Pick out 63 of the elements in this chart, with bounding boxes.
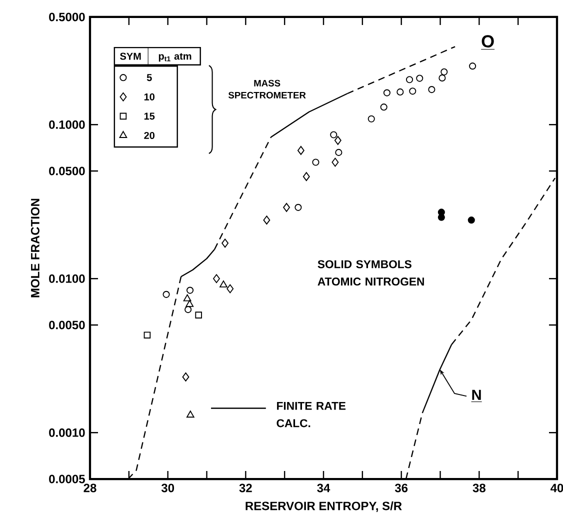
point [409,88,416,95]
x-tick-label: 32 [239,484,252,492]
point [226,284,234,294]
y-tick-label: 0.0100 [49,274,85,283]
point [383,89,390,96]
x-tick-label: 34 [317,484,330,492]
legend-label: 20 [144,132,154,140]
point [396,88,404,96]
point [184,306,192,314]
point [183,294,192,302]
y-tick-label: 0.0005 [49,474,85,484]
annotation: FINITE RATE CALC. [276,402,346,428]
y-axis-title: MOLE FRACTION [30,198,40,298]
point [332,158,339,167]
x-tick-label: 36 [394,484,408,492]
point [416,74,424,82]
point [380,104,388,111]
point [335,148,342,156]
point [297,146,304,155]
point [144,332,151,338]
point [283,202,290,212]
point [162,290,170,298]
point [438,214,445,221]
legend-label: 10 [144,93,154,100]
y-tick-label: 0.0500 [49,166,85,176]
point [222,238,229,248]
x-tick-label: 28 [84,484,96,492]
legend-title: p$_{t1}$ atm [158,53,192,62]
point [182,372,190,382]
annotation: SOLID SYMBOLS ATOMIC NITROGEN [318,260,424,286]
point [334,136,342,145]
legend-label: 5 [146,74,152,82]
point [186,300,194,307]
x-axis-title: RESERVOIR ENTROPY, S/R [246,501,402,512]
point [440,68,448,76]
point [469,62,476,70]
annotation: SYM [120,52,141,60]
point [330,131,338,138]
y-tick-label: 0.0050 [49,320,85,330]
x-tick-label: 38 [472,484,486,492]
y-tick-label: 0.1000 [49,120,85,129]
point [468,216,475,224]
point [263,216,270,225]
point [213,274,220,284]
point [438,74,446,82]
y-tick-label: 0.0010 [49,428,85,437]
annotation: MASS SPECTROMETER [228,80,306,98]
point [186,410,194,418]
annotation: N [472,390,481,400]
point [220,280,228,288]
point [195,312,202,318]
point [368,115,375,122]
point [294,204,302,211]
annotation: O [482,35,494,48]
x-tick-label: 30 [161,484,174,492]
point [302,172,310,182]
point [186,286,194,294]
x-tick-label: 40 [550,484,563,492]
point [406,76,414,84]
point [312,158,320,166]
legend-label: 15 [144,112,155,120]
point [428,86,436,94]
y-tick-label: 0.5000 [49,12,85,22]
